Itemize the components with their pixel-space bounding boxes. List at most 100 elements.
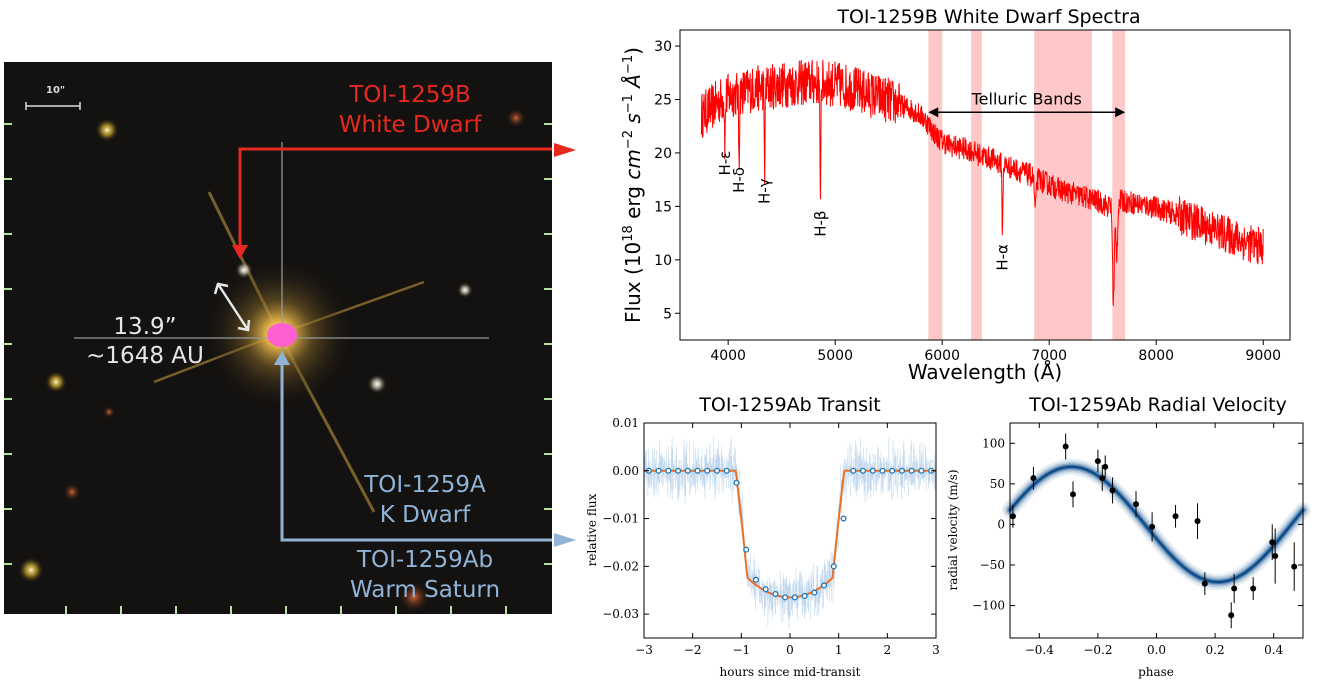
binned-point	[772, 590, 779, 598]
binned-point	[684, 467, 691, 474]
ylabel-part: Å	[621, 74, 645, 94]
rv-model-line	[1006, 463, 1307, 586]
binned-point	[733, 479, 740, 486]
transit-raw-data	[643, 436, 937, 630]
sky-image	[4, 62, 569, 614]
x-tick-label: 4000	[710, 348, 746, 364]
white-dwarf-name: TOI-1259B	[349, 82, 471, 108]
separation-au: ~1648 AU	[86, 343, 204, 369]
ylabel-part: cm	[621, 149, 645, 179]
planet-type: Warm Saturn	[349, 577, 501, 603]
absorption-line-label: H-δ	[730, 167, 748, 193]
binned-point	[898, 467, 905, 474]
spectrum-chart: TOI-1259B White Dwarf Spectra H-εH-δ H-γ H…	[621, 6, 1291, 384]
k-dwarf-pointer	[280, 360, 569, 542]
y-tick-label: 30	[654, 39, 672, 55]
ylabel-part: −2	[621, 130, 636, 149]
absorption-line-label: H-γ	[756, 178, 774, 204]
binned-point	[830, 563, 837, 570]
rv-point	[1201, 580, 1208, 587]
field-star	[95, 118, 119, 142]
binned-point	[811, 589, 818, 596]
telluric-arrowhead-right	[1115, 107, 1126, 118]
y-tick-label: 15	[654, 199, 672, 215]
binned-point	[723, 467, 730, 474]
x-tick-label: 0.0	[1147, 643, 1166, 657]
white-dwarf-arrowhead-down	[232, 245, 248, 259]
binned-point	[713, 467, 721, 474]
binned-point	[801, 592, 808, 600]
x-tick-label: 0	[786, 643, 794, 657]
y-tick-label: 20	[654, 146, 672, 162]
spectrum-xlabel: Wavelength (Å)	[908, 360, 1062, 384]
telluric-band	[1112, 30, 1126, 340]
spectrum-line	[700, 59, 1264, 306]
y-tick-label: 10	[654, 253, 672, 269]
y-tick-label: 0.00	[612, 464, 639, 478]
x-tick-label: −3	[635, 643, 653, 657]
binned-point	[752, 576, 759, 583]
rv-point	[1228, 612, 1235, 619]
y-tick-label: −50	[980, 558, 1005, 572]
ylabel-part: s	[621, 113, 645, 130]
telluric-annotation: Telluric Bands	[928, 89, 1126, 118]
rv-point	[1272, 553, 1279, 560]
x-tick-label: −0.4	[1025, 643, 1055, 657]
spectrum-series	[700, 59, 1264, 306]
rv-point	[1109, 487, 1116, 494]
field-star	[18, 557, 44, 583]
binned-point	[743, 546, 750, 553]
y-tick-label: 0.01	[612, 416, 639, 430]
rv-data-points	[1009, 433, 1298, 629]
k-dwarf-type: K Dwarf	[379, 502, 471, 528]
field-star	[506, 108, 526, 128]
rv-model-line	[1009, 465, 1304, 583]
ylabel-part: )	[621, 47, 645, 55]
binned-point	[869, 467, 876, 474]
spectrum-title: TOI-1259B White Dwarf Spectra	[836, 6, 1140, 28]
white-dwarf-pointer	[238, 147, 569, 250]
x-tick-label: 2	[884, 643, 892, 657]
absorption-line-label: H-ε	[716, 151, 734, 176]
scale-bar-label: 10"	[46, 85, 66, 96]
telluric-bands	[928, 30, 1126, 340]
y-tick-label: −0.02	[602, 559, 639, 573]
rv-model-band	[1002, 458, 1311, 590]
white-dwarf-type: White Dwarf	[338, 112, 482, 138]
transit-raw-scatter	[643, 436, 937, 630]
white-dwarf-star	[235, 261, 253, 279]
transit-model	[644, 469, 936, 599]
rv-point	[1149, 523, 1156, 530]
binned-point	[694, 467, 701, 474]
binned-point	[840, 515, 847, 522]
separation-arcsec: 13.9”	[113, 314, 177, 340]
transit-model-line	[644, 469, 936, 599]
rv-point	[1030, 475, 1037, 482]
rv-chart: TOI-1259Ab Radial Velocity −0.4 −0.2 0.0 0.…	[946, 394, 1311, 679]
x-tick-label: 3	[932, 643, 940, 657]
x-tick-label: −0.2	[1083, 643, 1112, 657]
telluric-arrowhead-left	[928, 107, 939, 118]
rv-point	[1094, 458, 1101, 465]
rv-title: TOI-1259Ab Radial Velocity	[1028, 394, 1287, 416]
spectrum-ylabel: Flux (1018 erg cm−2 s−1 Å−1)	[621, 47, 645, 323]
ylabel-part: 18	[621, 225, 636, 242]
k-dwarf-arrowhead-up	[274, 351, 290, 365]
field-star	[398, 581, 430, 613]
absorption-line-label: H-β	[811, 210, 829, 236]
k-dwarf-core	[267, 323, 297, 347]
telluric-label: Telluric Bands	[971, 89, 1082, 108]
y-tick-label: −100	[972, 599, 1005, 613]
transit-xlabel: hours since mid-transit	[720, 665, 861, 679]
ylabel-part: Flux (10	[621, 242, 645, 323]
field-star	[45, 371, 67, 393]
transit-binned-points	[645, 467, 935, 601]
absorption-line-labels: H-εH-δ H-γ H-β H-α	[716, 151, 1011, 271]
rv-point	[1099, 475, 1106, 482]
rv-point	[1102, 463, 1109, 470]
transit-ylabel: relative flux	[585, 493, 599, 566]
field-star	[367, 374, 387, 394]
rv-point	[1172, 513, 1179, 520]
rv-point	[1291, 563, 1298, 570]
scale-bar	[25, 102, 81, 110]
